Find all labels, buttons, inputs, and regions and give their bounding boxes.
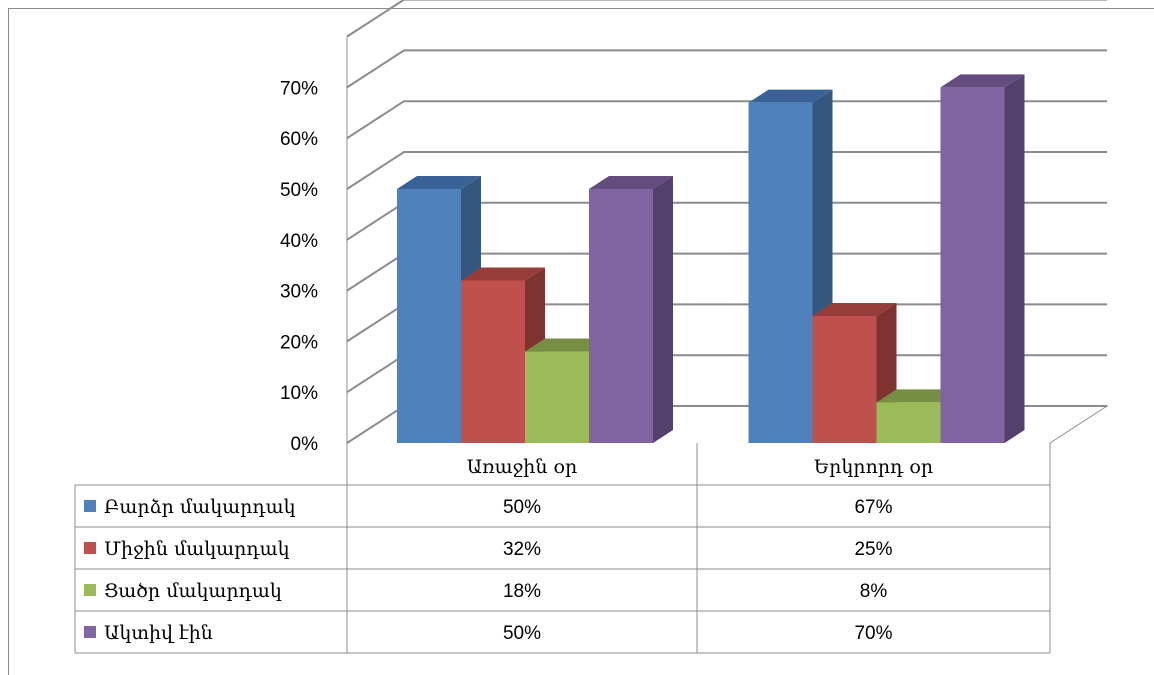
legend-swatch xyxy=(84,542,96,554)
y-tick-label: 10% xyxy=(280,383,318,404)
bar-top xyxy=(461,267,545,281)
bar xyxy=(589,176,673,443)
gridline xyxy=(346,151,1107,190)
bar-front xyxy=(940,87,1005,444)
bar-front xyxy=(748,102,813,443)
bar-front xyxy=(461,280,525,443)
bar-top xyxy=(812,303,897,316)
legend-label: Ցածր մակարդակ xyxy=(104,580,282,602)
bar-side xyxy=(653,176,673,443)
table-cell-value: 70% xyxy=(854,623,892,644)
table-cell-value: 18% xyxy=(503,581,541,602)
data-table: Առաջին օր Երկրորդ օր Բարձր մակարդակ 50% 67% Մ… xyxy=(74,443,1051,654)
y-axis-ticks: 0% 10% 20% 30% 40% 50% 60% 70% xyxy=(280,78,318,455)
bar-top xyxy=(940,74,1025,88)
bar-top xyxy=(748,89,833,103)
chart-frame xyxy=(8,8,1154,675)
gridline xyxy=(346,49,1107,89)
bar-top xyxy=(397,176,481,189)
legend-swatch xyxy=(84,626,96,638)
category-label: Առաջին օր xyxy=(467,456,578,478)
bar-front xyxy=(525,351,589,443)
legend-label: Բարձր մակարդակ xyxy=(104,496,296,518)
category-label: Երկրորդ օր xyxy=(814,456,933,478)
bars xyxy=(397,74,1025,444)
table-cell-value: 50% xyxy=(503,623,541,644)
y-tick-label: 60% xyxy=(280,129,318,150)
table-cell-value: 25% xyxy=(854,539,892,560)
legend-swatch xyxy=(84,584,96,596)
bar xyxy=(940,74,1025,444)
bar-top xyxy=(589,176,673,189)
bar-top xyxy=(525,338,609,352)
gridline xyxy=(346,0,1107,38)
bar-front xyxy=(397,189,461,443)
bar-side xyxy=(1004,74,1025,444)
y-tick-label: 50% xyxy=(280,180,318,201)
legend-swatch xyxy=(84,500,96,512)
bar-front xyxy=(812,316,877,443)
gridline xyxy=(346,100,1107,140)
y-tick-label: 40% xyxy=(280,231,318,252)
legend-label: Միջին մակարդակ xyxy=(104,538,290,560)
y-tick-label: 0% xyxy=(291,434,319,455)
y-tick-label: 30% xyxy=(280,282,318,303)
table-cell-value: 8% xyxy=(860,581,888,602)
y-tick-label: 70% xyxy=(280,78,318,99)
table-cell-value: 67% xyxy=(854,497,892,518)
legend-label: Ակտիվ էին xyxy=(104,622,213,644)
table-cell-value: 32% xyxy=(503,539,541,560)
bar-top xyxy=(876,389,961,403)
table-cell-value: 50% xyxy=(503,497,541,518)
bar-front xyxy=(589,189,653,443)
bar-front xyxy=(876,402,941,443)
y-tick-label: 20% xyxy=(280,332,318,353)
